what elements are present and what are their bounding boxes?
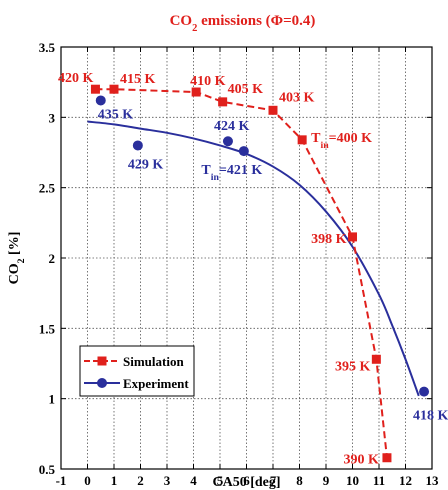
x-tick-label: 7 xyxy=(270,473,277,488)
legend-simulation-marker xyxy=(97,356,107,366)
simulation-point xyxy=(191,87,201,97)
simulation-point xyxy=(109,84,119,94)
x-tick-label: 1 xyxy=(111,473,118,488)
y-tick-label: 0.5 xyxy=(39,462,56,477)
experiment-point xyxy=(238,146,249,157)
x-tick-label: 12 xyxy=(399,473,412,488)
legend-experiment-label: Experiment xyxy=(123,376,189,391)
x-tick-label: 11 xyxy=(373,473,385,488)
simulation-point xyxy=(90,84,100,94)
experiment-fit-line xyxy=(87,120,420,397)
simulation-point xyxy=(268,105,278,115)
simulation-point xyxy=(348,232,357,242)
chart-title: CO2 emissions (Φ=0.4) xyxy=(170,13,316,34)
simulation-data-label: 398 K xyxy=(311,232,347,247)
x-tick-label: 10 xyxy=(346,473,359,488)
simulation-data-label: 410 K xyxy=(190,74,226,89)
experiment-data-label: 429 K xyxy=(128,157,164,172)
y-axis-label: CO2 [%] xyxy=(7,232,27,285)
x-tick-label: -1 xyxy=(56,473,67,488)
y-tick-label: 2 xyxy=(49,251,56,266)
x-tick-label: 13 xyxy=(426,473,440,488)
x-tick-label: 8 xyxy=(296,473,303,488)
legend-experiment-marker xyxy=(97,378,107,388)
simulation-data-label: Tin=400 K xyxy=(311,131,372,151)
simulation-data-label: 405 K xyxy=(228,82,264,97)
experiment-data-label: 435 K xyxy=(98,107,134,122)
experiment-point xyxy=(95,95,106,106)
x-tick-label: 9 xyxy=(323,473,330,488)
experiment-data-label: 418 K xyxy=(413,409,448,424)
x-tick-label: 5 xyxy=(217,473,224,488)
simulation-data-label: 390 K xyxy=(344,453,380,468)
legend-simulation-label: Simulation xyxy=(123,354,184,369)
x-tick-label: 2 xyxy=(137,473,144,488)
legend-box xyxy=(79,345,195,397)
simulation-point xyxy=(297,135,307,145)
simulation-point xyxy=(382,453,392,463)
experiment-point xyxy=(132,140,143,151)
y-tick-label: 3.5 xyxy=(39,40,56,55)
legend: Simulation Experiment xyxy=(79,345,195,397)
experiment-point xyxy=(222,136,233,147)
simulation-point xyxy=(371,354,381,364)
simulation-data-label: 395 K xyxy=(335,359,371,374)
x-tick-label: 0 xyxy=(84,473,91,488)
y-tick-label: 1.5 xyxy=(39,321,56,336)
simulation-point xyxy=(218,97,228,107)
simulation-data-label: 420 K xyxy=(58,71,94,86)
experiment-data-label: 424 K xyxy=(214,119,250,134)
simulation-data-label: 415 K xyxy=(120,72,156,87)
simulation-data-label: 403 K xyxy=(279,90,315,105)
x-tick-label: 6 xyxy=(243,473,250,488)
x-tick-label: 4 xyxy=(190,473,197,488)
experiment-data-label: Tin=421 K xyxy=(201,163,262,183)
experiment-point xyxy=(419,386,430,397)
x-axis-label: CA50 [deg] xyxy=(212,475,280,490)
x-tick-label: 3 xyxy=(164,473,171,488)
y-tick-label: 1 xyxy=(49,392,56,407)
y-tick-label: 2.5 xyxy=(39,181,56,196)
y-tick-label: 3 xyxy=(49,110,56,125)
